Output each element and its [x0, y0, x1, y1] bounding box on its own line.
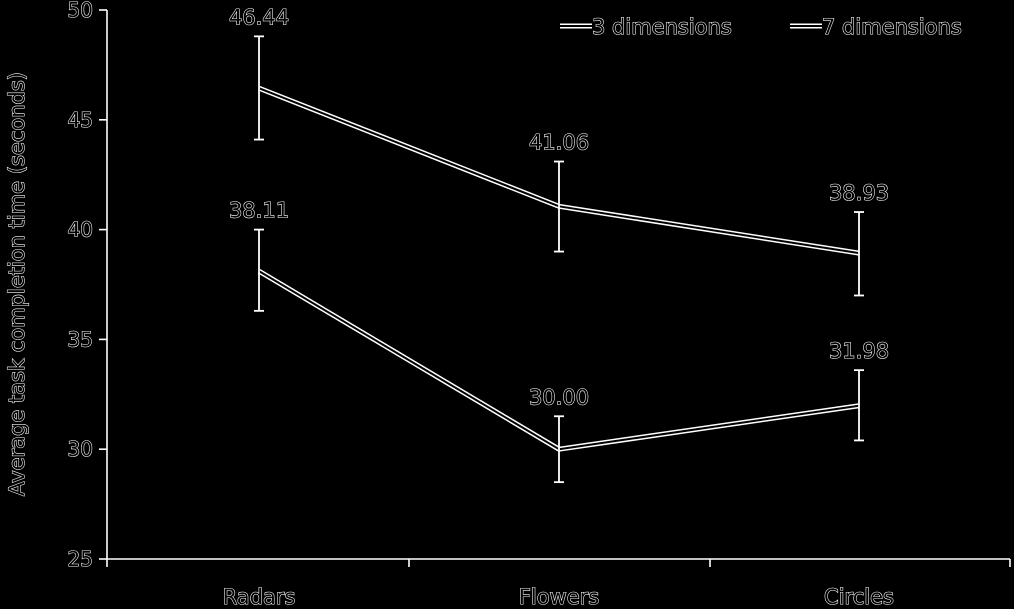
legend-label-3-dimensions: 3 dimensions: [592, 15, 732, 39]
legend-item-7-dimensions: 7 dimensions: [790, 14, 962, 40]
x-tick-label-flowers: Flowers: [519, 585, 599, 609]
y-tick-label-40: 40: [68, 218, 93, 242]
legend-label-7-dimensions: 7 dimensions: [822, 15, 962, 39]
data-label-7-dimensions-flowers: 41.06: [529, 131, 589, 155]
error-bar-7-dimensions-radars: [254, 35, 264, 141]
data-label-3-dimensions-circles: 31.98: [829, 339, 889, 363]
error-bar-3-dimensions-circles: [854, 369, 864, 442]
y-tick-label-30: 30: [68, 437, 93, 461]
y-axis-title: Average task completion time (seconds): [5, 72, 29, 496]
data-label-3-dimensions-radars: 38.11: [229, 199, 289, 223]
x-tick-label-circles: Circles: [824, 585, 894, 609]
labels-layer: 25 30 35 40 45 50 Radars Flowers Circles 38.11 30.…: [67, 0, 895, 609]
error-bar-7-dimensions-circles: [854, 211, 864, 297]
data-label-7-dimensions-radars: 46.44: [229, 5, 289, 29]
y-tick-label-50: 50: [68, 0, 93, 22]
error-bar-7-dimensions-flowers: [554, 160, 564, 253]
legend-item-3-dimensions: 3 dimensions: [560, 14, 732, 40]
axes: [99, 9, 1011, 567]
y-tick-label-25: 25: [68, 547, 93, 571]
data-label-3-dimensions-flowers: 30.00: [529, 385, 589, 409]
series-layer: [254, 35, 864, 484]
y-tick-label-35: 35: [68, 327, 93, 351]
error-bar-3-dimensions-flowers: [554, 415, 564, 484]
data-label-7-dimensions-circles: 38.93: [829, 181, 889, 205]
y-tick-label-45: 45: [68, 108, 93, 132]
error-bar-3-dimensions-radars: [254, 228, 264, 312]
legend: 3 dimensions 7 dimensions: [560, 14, 962, 40]
x-tick-label-radars: Radars: [223, 585, 296, 609]
